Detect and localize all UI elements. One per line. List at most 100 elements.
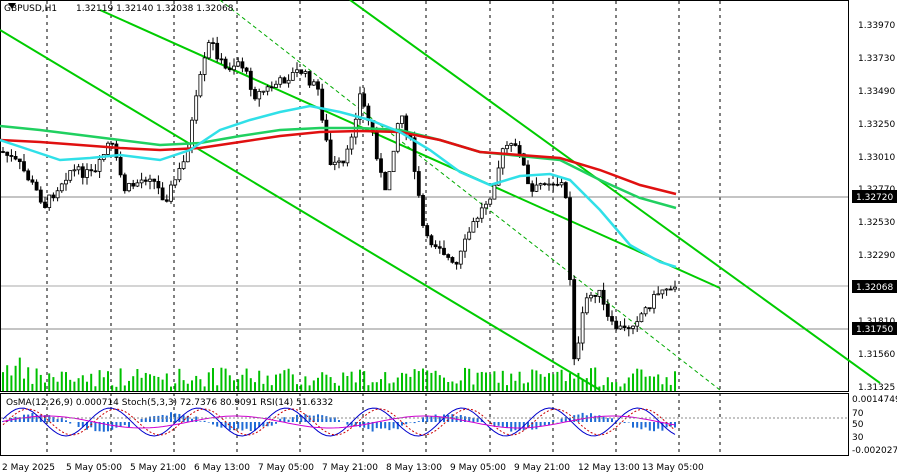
level-tag-1: 1.32720 <box>856 193 893 203</box>
candle-body <box>232 65 236 71</box>
candle-body <box>261 90 266 93</box>
time-label: 9 May 05:00 <box>450 463 506 473</box>
candle-body <box>194 95 199 121</box>
indicator-axis-label: 30 <box>852 433 864 443</box>
candle-body <box>484 203 488 209</box>
candle-body <box>673 286 677 290</box>
candle-body <box>517 145 522 155</box>
candle-body <box>97 159 102 172</box>
candle-body <box>114 143 119 158</box>
time-label: 12 May 13:00 <box>578 463 640 473</box>
candle-body <box>416 171 421 196</box>
candle-body <box>652 294 656 309</box>
candle-body <box>143 179 148 182</box>
candle-body <box>471 221 476 233</box>
candle-body <box>223 58 228 69</box>
candle-body <box>496 167 501 186</box>
candle-body <box>446 254 451 258</box>
time-label: 13 May 05:00 <box>642 463 704 473</box>
candle-body <box>290 72 295 81</box>
candle-body <box>521 153 526 166</box>
rsi-line <box>2 415 676 429</box>
candle-body <box>30 179 35 183</box>
candle-body <box>383 172 388 191</box>
candle-body <box>169 184 173 202</box>
candle-body <box>17 158 22 163</box>
candle-body <box>295 69 299 73</box>
price-label: 1.33970 <box>858 21 895 31</box>
level-tag-2-box <box>852 322 897 335</box>
candle-body <box>278 77 283 85</box>
candle-body <box>379 158 383 173</box>
candle-body <box>601 289 606 305</box>
price-label: 1.33250 <box>858 120 895 130</box>
candle-body <box>110 142 115 145</box>
candle-body <box>139 179 144 184</box>
candle-body <box>307 71 312 86</box>
candle-body <box>559 182 564 186</box>
candle-body <box>500 148 505 169</box>
candle-body <box>475 217 480 222</box>
candle-body <box>215 42 220 60</box>
indicator-axis-label: 0.0014749 <box>852 395 897 405</box>
candle-body <box>547 183 551 186</box>
candle-body <box>156 181 161 189</box>
candle-body <box>240 61 245 69</box>
price-label: 1.33730 <box>858 54 895 64</box>
price-label: 1.31560 <box>858 350 895 360</box>
candle-body <box>542 183 547 185</box>
candle-body <box>198 74 203 97</box>
candle-body <box>299 69 304 74</box>
candle-body <box>563 182 568 199</box>
candle-body <box>568 197 572 280</box>
candle-body <box>555 183 560 186</box>
candle-body <box>442 247 446 255</box>
candle-body <box>26 170 31 181</box>
candle-body <box>492 184 497 200</box>
candle-body <box>610 316 614 322</box>
time-label: 9 May 21:00 <box>514 463 570 473</box>
volume-bars <box>2 357 676 391</box>
candle-body <box>80 166 85 178</box>
candle-body <box>589 294 593 299</box>
channel-midline <box>219 0 721 391</box>
candle-body <box>72 169 77 172</box>
candle-body <box>551 183 556 186</box>
candle-body <box>286 79 291 84</box>
candle-body <box>643 307 648 315</box>
candle-body <box>173 179 178 186</box>
time-label: 5 May 05:00 <box>66 463 122 473</box>
price-label: 1.33490 <box>858 87 895 97</box>
candle-body <box>631 325 635 329</box>
candle-body <box>656 293 661 296</box>
candle-body <box>437 246 442 249</box>
candle-body <box>68 170 73 181</box>
candle-body <box>454 261 459 265</box>
candle-body <box>106 142 110 155</box>
candle-body <box>148 178 152 182</box>
candle-body <box>311 81 316 86</box>
candle-body <box>618 325 623 330</box>
candle-body <box>425 225 430 237</box>
candle-body <box>76 166 81 171</box>
candle-body <box>421 195 425 226</box>
stoch-signal-line <box>2 408 676 436</box>
candle-body <box>660 289 665 295</box>
candle-body <box>64 179 68 185</box>
candle-body <box>122 174 127 192</box>
candle-body <box>131 183 136 187</box>
candle-body <box>5 151 10 156</box>
main-plot-frame <box>0 0 849 392</box>
candle-body <box>135 182 140 187</box>
candle-body <box>605 303 610 317</box>
candle-body <box>328 139 333 166</box>
candle-body <box>85 169 89 178</box>
candle-body <box>513 143 518 146</box>
candle-body <box>400 115 404 124</box>
chart-symbol-title: GBPUSD,H1 <box>4 4 57 14</box>
candle-body <box>269 86 274 89</box>
candle-body <box>534 184 539 192</box>
collapse-arrow-icon[interactable] <box>8 3 16 9</box>
candle-body <box>55 190 60 199</box>
